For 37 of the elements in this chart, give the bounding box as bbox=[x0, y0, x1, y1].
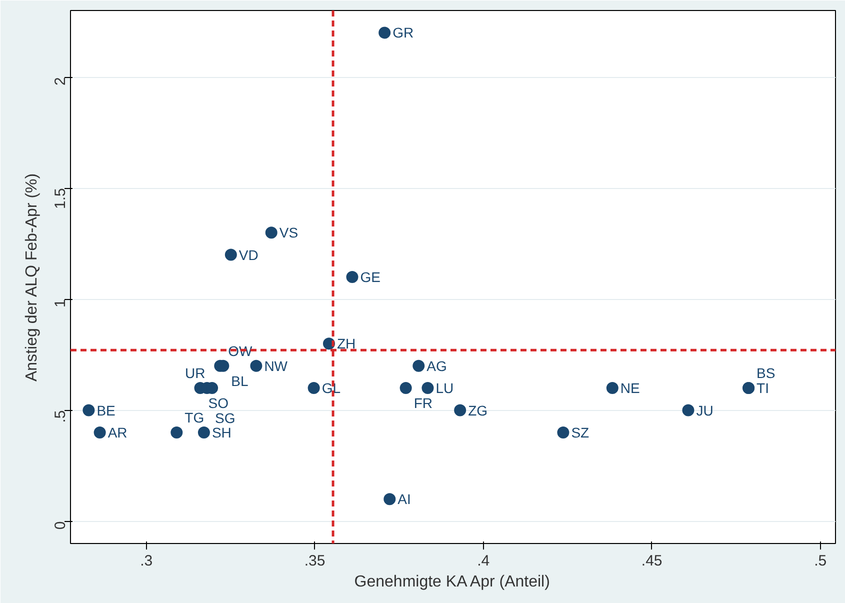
annotation: LU bbox=[436, 380, 454, 396]
annotation: AR bbox=[108, 424, 128, 440]
y-tick-label: 1.5 bbox=[52, 188, 69, 210]
annotation: TI bbox=[756, 380, 770, 396]
x-tick-label: .5 bbox=[814, 552, 827, 570]
annotation: NE bbox=[620, 380, 640, 396]
annotation: SZ bbox=[571, 424, 590, 440]
annotation: VD bbox=[238, 246, 258, 263]
annotation: NW bbox=[264, 358, 288, 374]
y-tick-label: 0 bbox=[52, 521, 69, 530]
annotation: SH bbox=[212, 424, 232, 440]
annotation: ZG bbox=[468, 402, 488, 418]
annotation: GL bbox=[322, 380, 341, 396]
annotation: AG bbox=[426, 358, 447, 374]
x-tick-label: .3 bbox=[140, 552, 153, 570]
annotation: FR bbox=[414, 395, 432, 412]
annotation: BS bbox=[756, 365, 776, 382]
annotation: UR bbox=[185, 365, 206, 382]
annotation: SO bbox=[208, 395, 229, 412]
annotation: BL bbox=[231, 372, 248, 389]
annotation: VS bbox=[279, 224, 298, 241]
annotation: BE bbox=[96, 402, 116, 418]
annotation: ZH bbox=[336, 336, 356, 352]
x-tick-label: .4 bbox=[477, 552, 490, 570]
x-tick-label: .35 bbox=[304, 552, 326, 570]
annotation: AI bbox=[398, 491, 411, 508]
y-tick-label: .5 bbox=[52, 410, 69, 423]
y-tick-label: 1 bbox=[52, 299, 69, 308]
annotation: GE bbox=[360, 269, 380, 285]
annotation: TG bbox=[184, 409, 204, 426]
annotation: JU bbox=[696, 402, 714, 418]
x-tick-label: .45 bbox=[641, 552, 662, 570]
annotation: GR bbox=[392, 24, 414, 41]
y-axis-title: Anstieg der ALQ Feb-Apr (%) bbox=[24, 173, 40, 382]
annotation: SG bbox=[214, 410, 236, 426]
x-axis-title: Genehmigte KA Apr (Anteil) bbox=[354, 574, 550, 590]
y-tick-label: 2 bbox=[52, 77, 69, 86]
